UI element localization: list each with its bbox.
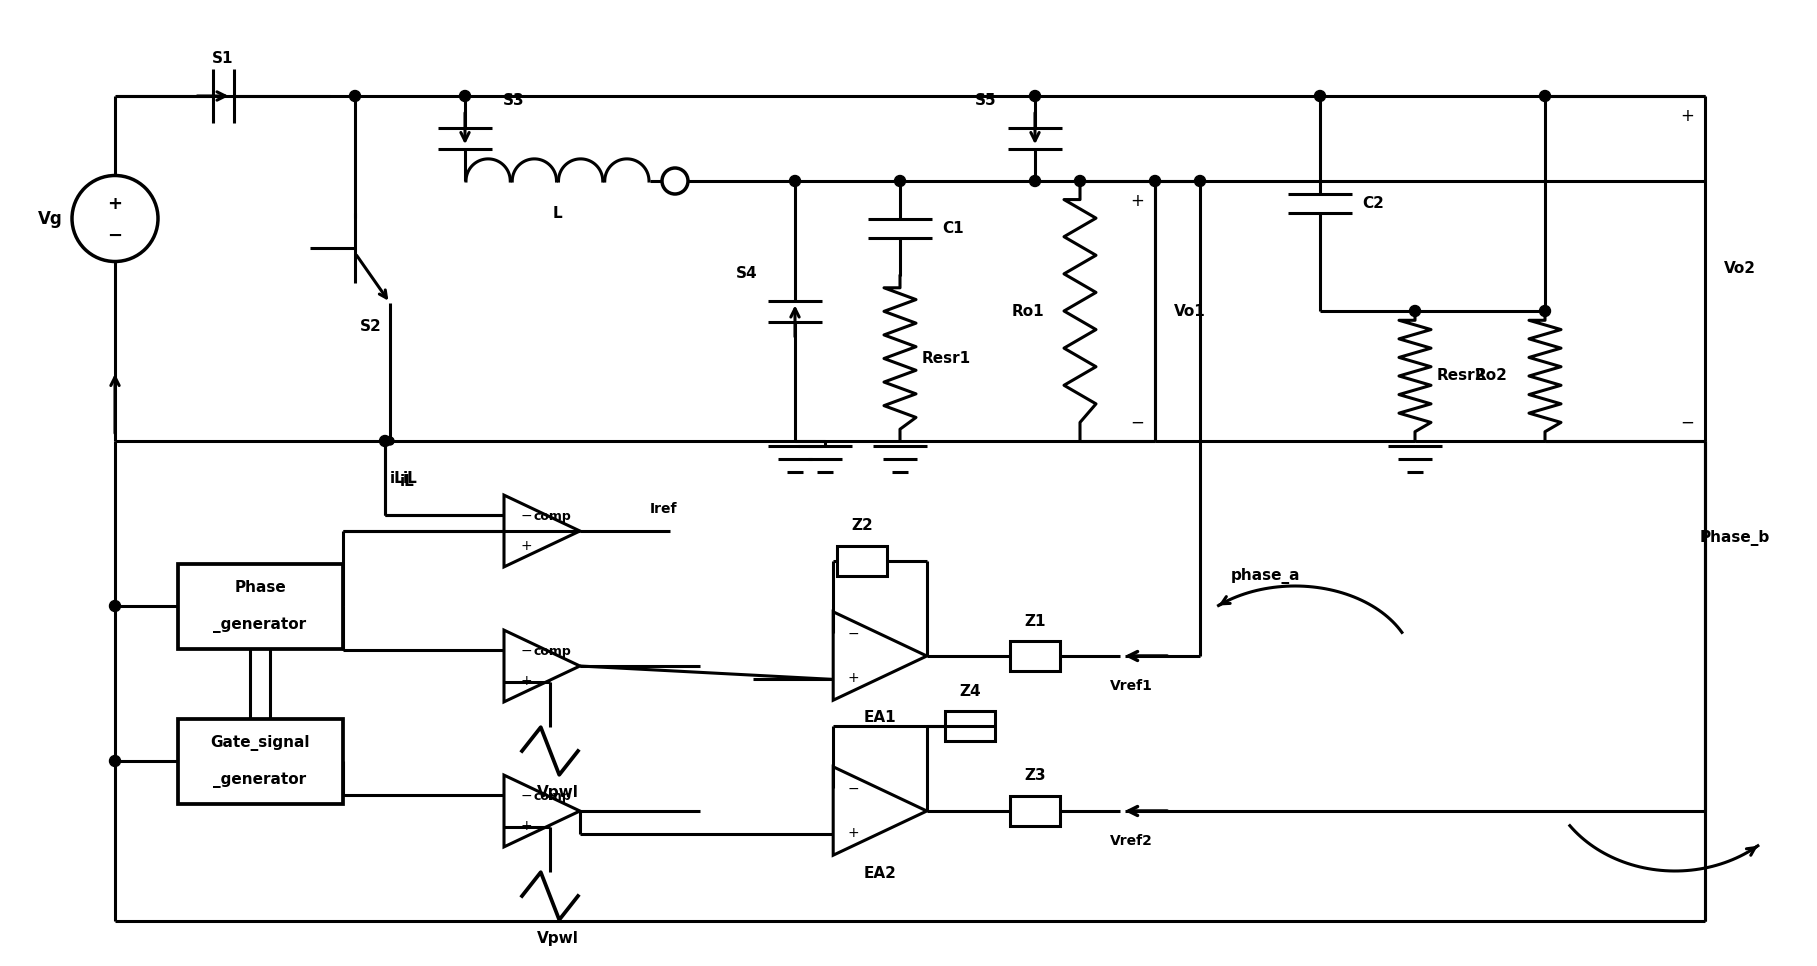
Text: _generator: _generator <box>213 772 307 787</box>
Text: Z3: Z3 <box>1025 769 1047 783</box>
Circle shape <box>1539 305 1550 317</box>
Text: S4: S4 <box>736 266 758 280</box>
Text: Vg: Vg <box>38 210 62 228</box>
Text: phase_a: phase_a <box>1230 568 1299 584</box>
Text: +: + <box>520 539 532 553</box>
Circle shape <box>1539 91 1550 101</box>
Text: EA2: EA2 <box>863 866 896 880</box>
Bar <box>178 719 342 804</box>
Text: comp: comp <box>534 510 571 523</box>
Circle shape <box>1030 176 1041 186</box>
Text: Gate_signal: Gate_signal <box>211 735 309 751</box>
Circle shape <box>790 176 801 186</box>
Text: S2: S2 <box>360 319 382 333</box>
Text: Resr1: Resr1 <box>921 351 970 366</box>
Text: −: − <box>1681 414 1693 432</box>
Text: −: − <box>107 226 122 244</box>
Text: Phase: Phase <box>234 581 285 595</box>
Text: +: + <box>520 673 532 688</box>
Circle shape <box>1150 176 1161 186</box>
Text: S5: S5 <box>976 93 998 108</box>
Text: Iref: Iref <box>650 502 678 516</box>
Text: +: + <box>847 826 859 839</box>
Text: Z4: Z4 <box>959 684 981 698</box>
Text: Vref1: Vref1 <box>1110 679 1152 693</box>
Text: +: + <box>520 819 532 833</box>
Text: −: − <box>847 782 859 796</box>
Bar <box>945 711 996 741</box>
Text: C2: C2 <box>1363 196 1385 211</box>
Text: +: + <box>847 670 859 685</box>
Bar <box>1010 796 1059 826</box>
Text: +: + <box>1681 107 1693 125</box>
Text: +: + <box>1130 192 1145 210</box>
Text: Ro1: Ro1 <box>1012 303 1045 319</box>
Text: L: L <box>552 206 561 220</box>
Circle shape <box>349 91 360 101</box>
Bar <box>838 546 887 576</box>
Bar <box>1010 641 1059 671</box>
Bar <box>178 563 342 648</box>
Text: iL: iL <box>391 470 405 486</box>
Circle shape <box>460 91 471 101</box>
Circle shape <box>661 168 689 194</box>
Text: comp: comp <box>534 644 571 658</box>
Text: comp: comp <box>534 790 571 803</box>
Text: −: − <box>847 627 859 641</box>
Circle shape <box>385 437 394 445</box>
Circle shape <box>109 601 120 611</box>
Text: Vo2: Vo2 <box>1724 261 1755 276</box>
Text: Phase_b: Phase_b <box>1701 530 1770 547</box>
Text: −: − <box>520 789 532 804</box>
Text: Vo1: Vo1 <box>1174 303 1206 319</box>
Text: −: − <box>520 644 532 658</box>
Circle shape <box>894 176 905 186</box>
Text: +: + <box>107 194 122 213</box>
Circle shape <box>1030 91 1041 101</box>
Circle shape <box>380 436 391 446</box>
Text: C1: C1 <box>941 221 963 236</box>
Text: −: − <box>520 509 532 524</box>
Text: −: − <box>1130 414 1145 432</box>
Text: EA1: EA1 <box>863 711 896 725</box>
Circle shape <box>1074 176 1085 186</box>
Text: Vpwl: Vpwl <box>538 785 580 801</box>
Text: S1: S1 <box>213 50 234 66</box>
Text: Ro2: Ro2 <box>1475 368 1508 384</box>
Circle shape <box>109 755 120 766</box>
Text: iL: iL <box>400 473 414 489</box>
Circle shape <box>1314 91 1325 101</box>
Text: _generator: _generator <box>213 617 307 633</box>
Circle shape <box>1194 176 1205 186</box>
Text: S3: S3 <box>503 93 525 108</box>
Text: Resr2: Resr2 <box>1437 368 1486 384</box>
Text: iL: iL <box>403 470 418 486</box>
Text: Vref2: Vref2 <box>1110 834 1152 848</box>
Text: Z1: Z1 <box>1025 613 1047 629</box>
Text: Z2: Z2 <box>850 519 872 533</box>
Text: Vpwl: Vpwl <box>538 930 580 946</box>
Circle shape <box>1410 305 1421 317</box>
